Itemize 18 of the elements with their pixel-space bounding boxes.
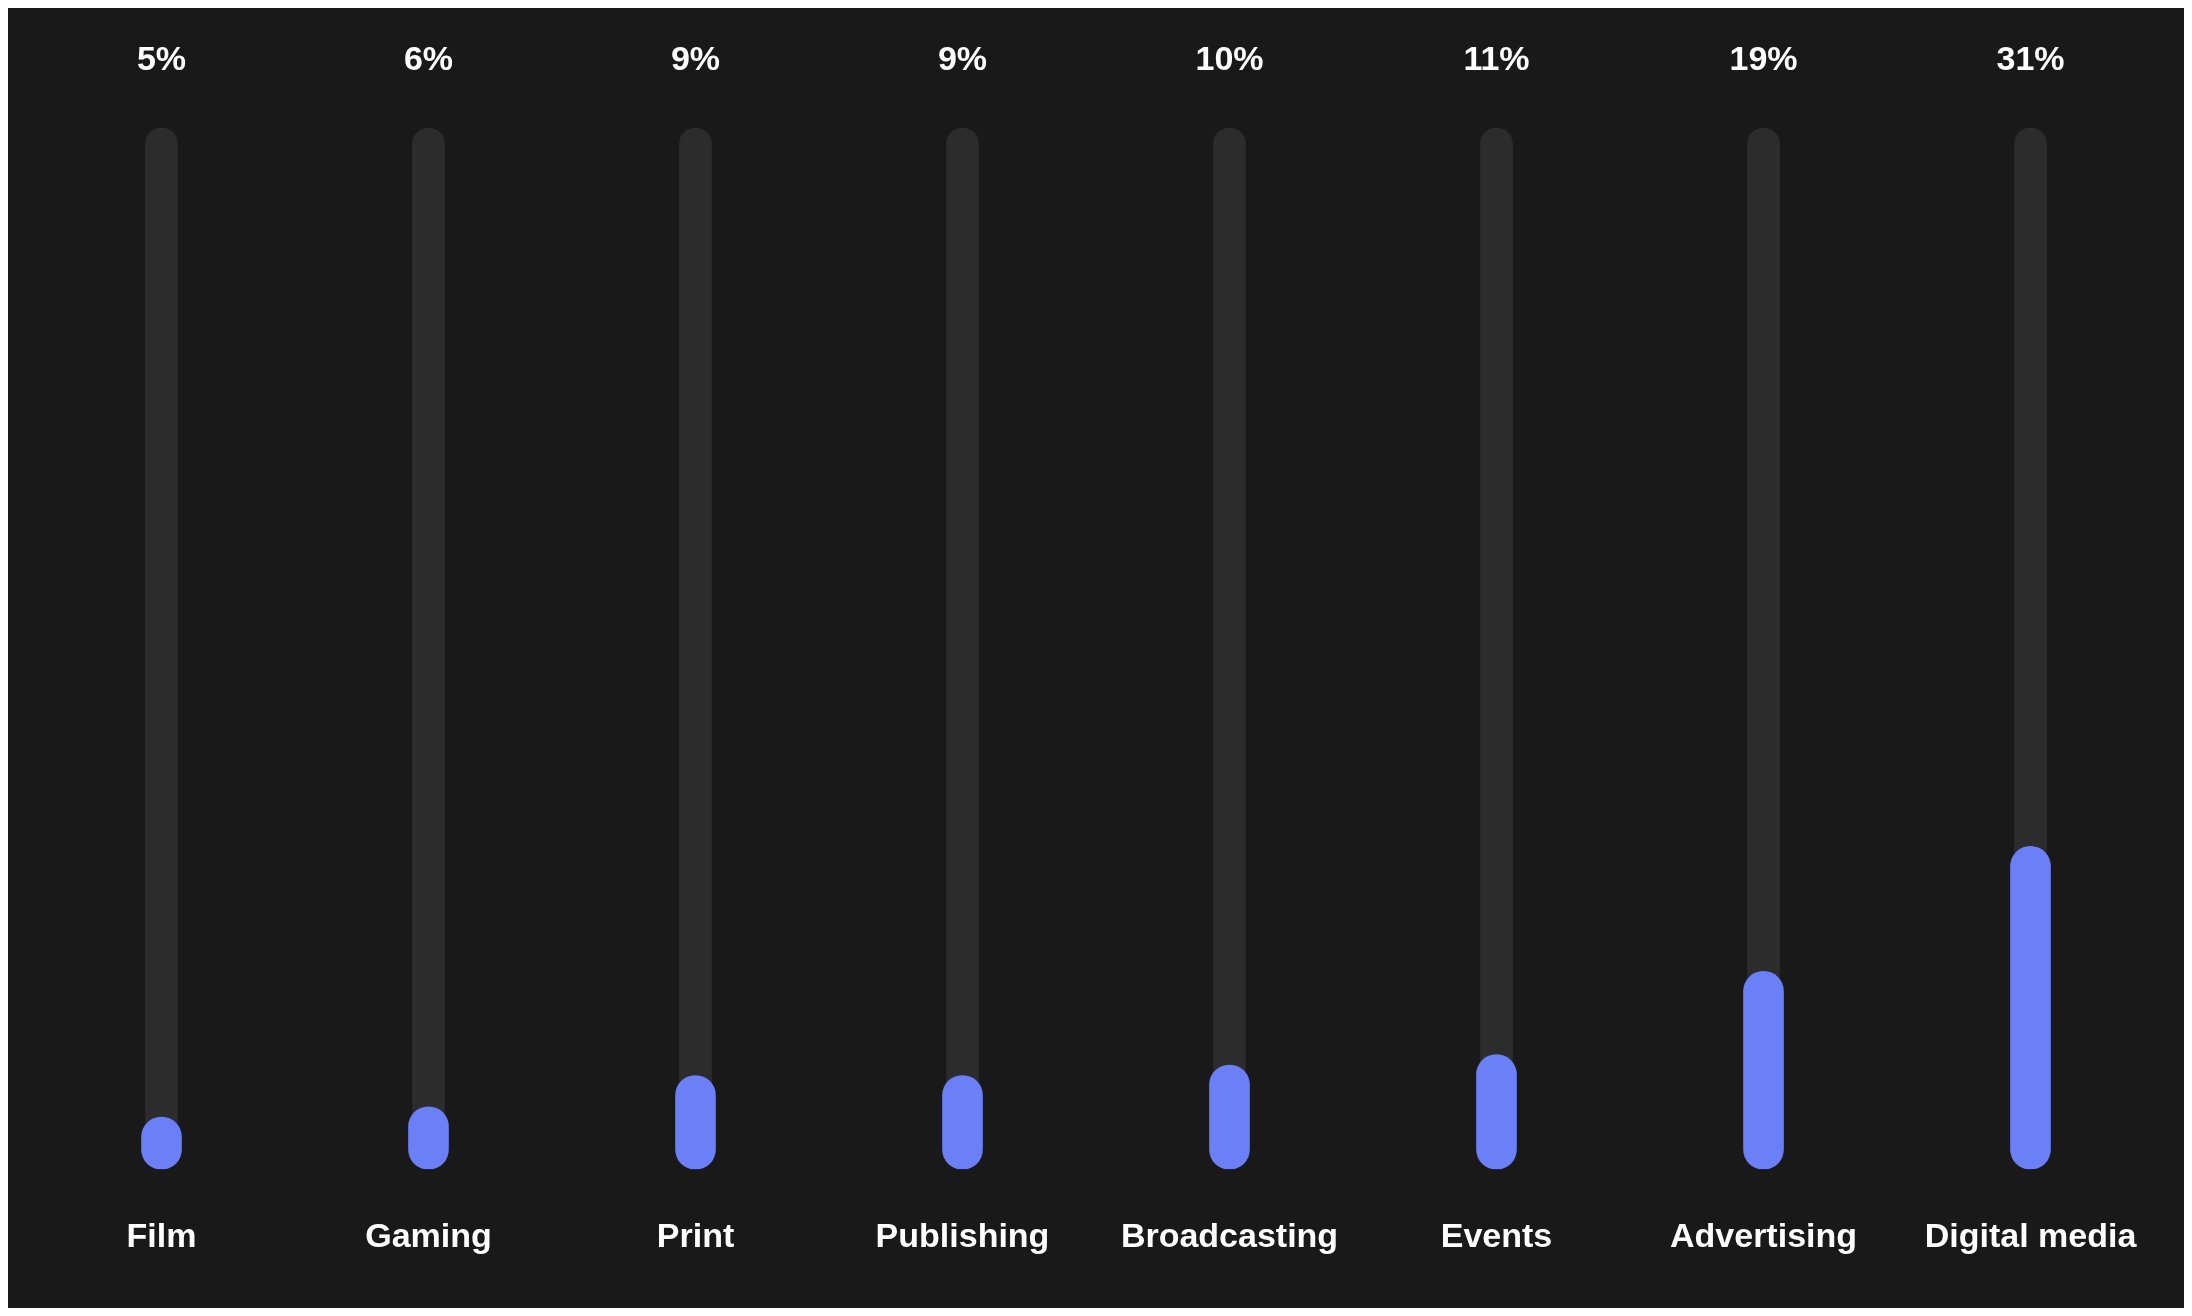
data-label: 10% [1195, 39, 1264, 78]
x-tick-label: Print [656, 1215, 735, 1254]
x-tick-label: Publishing [875, 1215, 1050, 1254]
data-label: 9% [937, 39, 988, 78]
bar [1743, 971, 1784, 1170]
x-tick-label: Events [1440, 1215, 1553, 1254]
data-label: 6% [403, 39, 454, 78]
data-label: 11% [1463, 39, 1530, 78]
data-label: 31% [1996, 39, 2065, 78]
x-tick-label: Broadcasting [1120, 1215, 1339, 1254]
bar [2010, 846, 2051, 1170]
x-tick-label: Advertising [1669, 1215, 1858, 1254]
data-label: 9% [670, 39, 721, 78]
data-label: 19% [1729, 39, 1798, 78]
x-tick-label: Film [126, 1215, 197, 1254]
x-tick-label: Digital media [1924, 1215, 2138, 1254]
data-label: 5% [136, 39, 187, 78]
x-tick-label: Gaming [365, 1215, 492, 1254]
